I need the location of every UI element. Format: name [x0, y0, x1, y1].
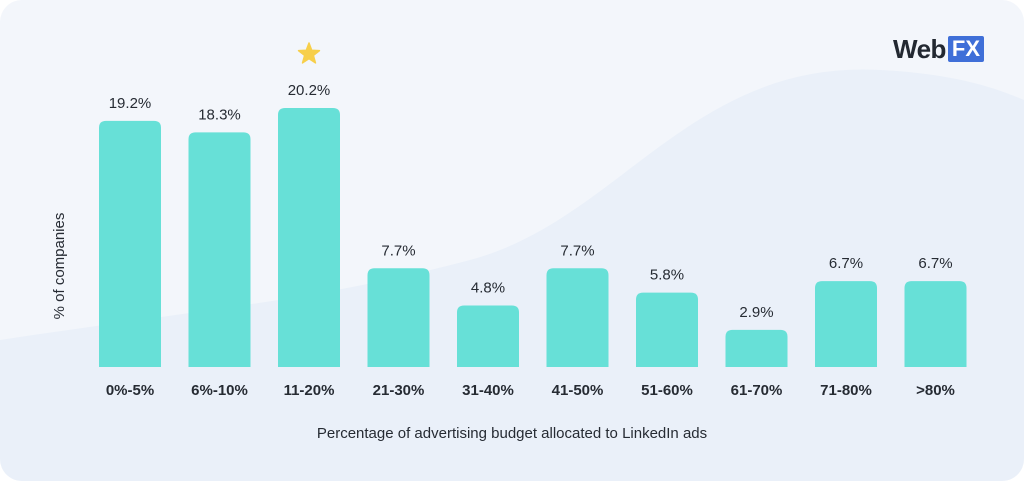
x-tick-label: >80% — [916, 382, 955, 399]
bar-group-31-40: 4.8% 31-40% — [457, 279, 519, 399]
bar-group-41-50: 7.7% 41-50% — [546, 242, 609, 399]
x-tick-label: 71-80% — [820, 382, 872, 399]
data-label: 5.8% — [650, 267, 684, 284]
bar-group-11-20: 20.2% 11-20% — [278, 42, 340, 399]
data-label: 6.7% — [829, 255, 863, 272]
data-label: 20.2% — [288, 82, 331, 99]
data-label: 2.9% — [739, 304, 773, 321]
bar — [188, 132, 251, 367]
bar — [546, 268, 609, 367]
bar-group-0-5: 19.2% 0%-5% — [99, 95, 161, 399]
logo-web-text: Web — [893, 34, 946, 64]
data-label: 7.7% — [381, 242, 415, 259]
x-axis-title: Percentage of advertising budget allocat… — [317, 425, 707, 442]
bar-group-21-30: 7.7% 21-30% — [367, 242, 430, 399]
logo-fx-badge: FX — [947, 36, 985, 62]
data-label: 4.8% — [471, 279, 505, 296]
y-axis-title: % of companies — [51, 213, 68, 320]
star-icon — [297, 42, 321, 64]
bar-group-51-60: 5.8% 51-60% — [636, 267, 698, 399]
x-tick-label: 0%-5% — [106, 382, 154, 399]
data-label: 7.7% — [560, 242, 594, 259]
bar — [457, 305, 519, 367]
bar — [725, 329, 788, 367]
bar-group-61-70: 2.9% 61-70% — [725, 304, 788, 399]
bar-group-71-80: 6.7% 71-80% — [815, 255, 877, 399]
x-tick-label: 31-40% — [462, 382, 514, 399]
bar — [636, 292, 698, 367]
data-label: 6.7% — [918, 255, 952, 272]
bar — [367, 268, 430, 367]
bar — [815, 281, 877, 367]
data-label: 18.3% — [198, 106, 241, 123]
x-tick-label: 41-50% — [552, 382, 604, 399]
x-tick-label: 6%-10% — [191, 382, 248, 399]
x-tick-label: 11-20% — [284, 382, 335, 399]
bar — [278, 108, 340, 367]
data-label: 19.2% — [109, 95, 152, 112]
bar-group-6-10: 18.3% 6%-10% — [188, 106, 251, 399]
bar-group-80: 6.7% >80% — [904, 255, 967, 399]
webfx-logo: Web FX — [893, 34, 985, 64]
bar — [904, 281, 967, 367]
x-tick-label: 51-60% — [641, 382, 693, 399]
bar — [99, 120, 161, 368]
x-tick-label: 61-70% — [731, 382, 783, 399]
x-tick-label: 21-30% — [373, 382, 425, 399]
